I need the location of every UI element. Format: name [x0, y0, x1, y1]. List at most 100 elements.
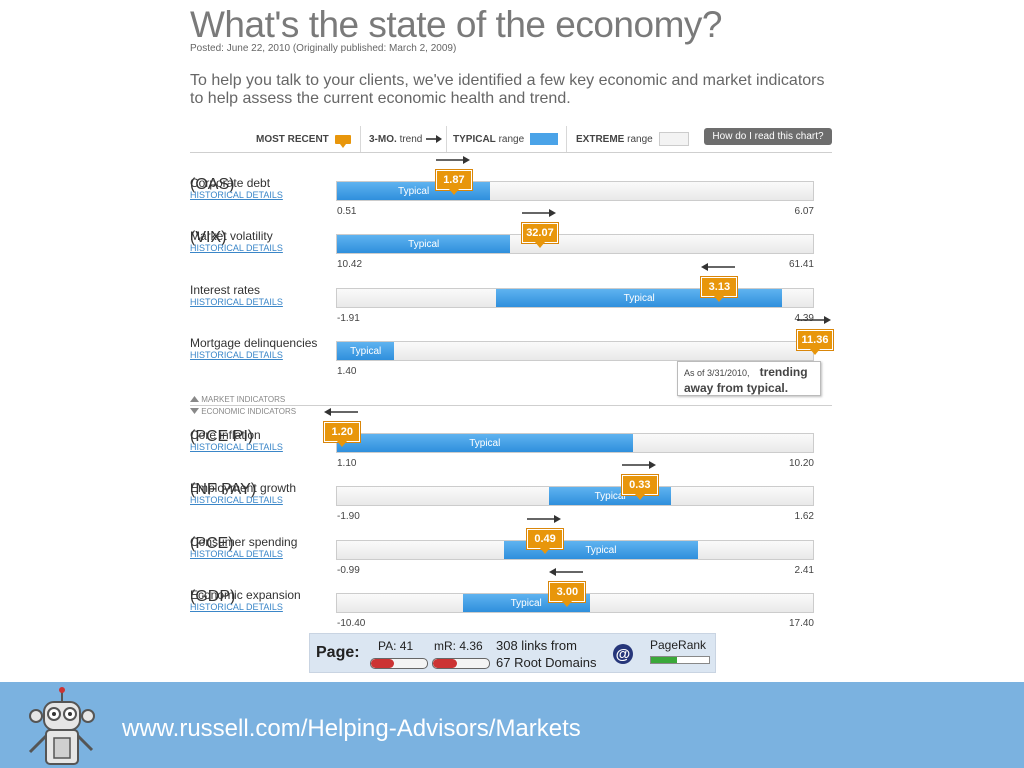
- legend-typical-bold: TYPICAL: [453, 133, 496, 145]
- historical-details-link[interactable]: HISTORICAL DETAILS: [190, 243, 283, 253]
- triangle-down-icon: [190, 408, 199, 414]
- trend-note-callout: As of 3/31/2010, trending away from typi…: [677, 361, 821, 396]
- footer-url[interactable]: www.russell.com/Helping-Advisors/Markets: [122, 715, 581, 742]
- links-line1: 308 links from: [496, 638, 577, 653]
- indicator-name: Core inflation: [190, 428, 261, 442]
- mozrank-value: mR: 4.36: [434, 639, 483, 653]
- indicator-row: Consumer spending (PCE) HISTORICAL DETAILS…: [190, 515, 832, 587]
- legend-trend: 3-MO. trend: [369, 128, 443, 150]
- links-line2: 67 Root Domains: [496, 655, 597, 670]
- range-max-label: 1.62: [794, 511, 814, 522]
- indicator-name: Interest rates: [190, 283, 261, 297]
- most-recent-value-marker[interactable]: 11.36: [797, 330, 833, 355]
- legend-typical: TYPICAL range: [453, 128, 559, 150]
- most-recent-marker-icon: [334, 134, 351, 148]
- most-recent-value-marker[interactable]: 1.87: [435, 170, 472, 195]
- market-indicators-toggle[interactable]: MARKET INDICATORS: [190, 395, 285, 404]
- most-recent-value-marker[interactable]: 0.49: [527, 529, 564, 554]
- economic-indicators-toggle[interactable]: ECONOMIC INDICATORS: [190, 407, 296, 416]
- most-recent-value-marker[interactable]: 1.20: [324, 422, 361, 447]
- indicator-row: Interest rates HISTORICAL DETAILS Typical -…: [190, 263, 832, 335]
- range-max-label: 4.39: [794, 313, 814, 324]
- historical-details-link[interactable]: HISTORICAL DETAILS: [190, 495, 283, 505]
- historical-details-link[interactable]: HISTORICAL DETAILS: [190, 297, 283, 307]
- chart-legend: MOST RECENT 3-MO. trend TYPICAL range EX…: [190, 126, 832, 153]
- arrow-left-icon: [549, 568, 584, 576]
- range-min-label: 1.40: [337, 366, 357, 377]
- range-max-label: 17.40: [788, 618, 814, 629]
- page-title: What's the state of the economy?: [190, 4, 722, 45]
- most-recent-value-marker[interactable]: 3.13: [701, 277, 738, 302]
- arrow-right-icon: [527, 515, 562, 523]
- robot-mascot-icon: [28, 687, 95, 765]
- indicator-name: Corporate debt: [190, 176, 271, 190]
- at-sign-icon[interactable]: @: [613, 644, 633, 664]
- most-recent-value-marker[interactable]: 3.00: [549, 582, 586, 607]
- intro-text: To help you talk to your clients, we've …: [190, 72, 825, 107]
- extreme-range-track: Typical: [336, 341, 814, 361]
- mozrank-meter: [432, 658, 490, 669]
- extreme-swatch: [658, 132, 689, 146]
- extreme-range-track: Typical: [336, 486, 814, 506]
- indicator-row: Mortgage delinquencies HISTORICAL DETAILS…: [190, 316, 833, 388]
- range-max-label: 6.07: [794, 206, 814, 217]
- indicator-abbr: (OAS): [190, 176, 235, 193]
- range-max-label: 10.20: [788, 458, 814, 469]
- page-authority-value: PA: 41: [378, 639, 414, 653]
- page-authority-meter: [370, 658, 428, 669]
- indicator-abbr: (PCE): [190, 535, 234, 552]
- range-min-label: 0.51: [337, 206, 357, 217]
- pagerank-label: PageRank: [650, 638, 707, 652]
- historical-details-link[interactable]: HISTORICAL DETAILS: [190, 602, 283, 612]
- legend-most-recent-label: MOST RECENT: [256, 133, 329, 145]
- range-min-label: -0.99: [337, 565, 360, 576]
- arrow-right-icon: [435, 156, 470, 164]
- typical-range-bar: Typical: [496, 289, 783, 307]
- extreme-range-track: Typical: [336, 234, 814, 254]
- range-min-label: 10.42: [337, 259, 363, 270]
- legend-extreme-bold: EXTREME: [576, 133, 625, 145]
- extreme-range-track: Typical: [336, 433, 814, 453]
- triangle-up-icon: [190, 396, 199, 402]
- most-recent-value-marker[interactable]: 0.33: [621, 475, 658, 500]
- extreme-range-track: Typical: [336, 181, 814, 201]
- historical-details-link[interactable]: HISTORICAL DETAILS: [190, 350, 283, 360]
- arrow-right-icon: [521, 209, 556, 217]
- indicator-name: Mortgage delinquencies: [190, 336, 318, 350]
- arrow-right-icon: [621, 461, 656, 469]
- arrow-right-icon: [797, 316, 831, 324]
- indicator-abbr: (VIX): [190, 229, 227, 246]
- arrow-left-icon: [324, 408, 359, 416]
- indicator-row: Employment growth (NF PAY) HISTORICAL DETA…: [190, 461, 832, 533]
- historical-details-link[interactable]: HISTORICAL DETAILS: [190, 442, 283, 452]
- note-date: As of 3/31/2010,: [684, 368, 750, 378]
- how-to-read-chart-button[interactable]: How do I read this chart?: [704, 128, 832, 145]
- range-min-label: 1.10: [337, 458, 357, 469]
- range-min-label: -1.91: [337, 313, 360, 324]
- indicator-row: Economic expansion (GDP) HISTORICAL DETAIL…: [190, 568, 832, 640]
- legend-trend-bold: 3-MO.: [369, 133, 397, 145]
- indicator-name: Employment growth: [190, 481, 297, 495]
- arrow-left-icon: [701, 263, 736, 271]
- pagerank-meter: [650, 656, 710, 664]
- typical-swatch: [530, 133, 559, 145]
- historical-details-link[interactable]: HISTORICAL DETAILS: [190, 549, 283, 559]
- note-line1: trending: [759, 365, 808, 379]
- typical-range-bar: Typical: [337, 434, 633, 452]
- note-line2: away from typical.: [684, 381, 789, 395]
- indicator-name: Economic expansion: [190, 588, 301, 602]
- links-summary[interactable]: 308 links from 67 Root Domains: [496, 637, 596, 671]
- extreme-range-track: Typical: [336, 540, 814, 560]
- historical-details-link[interactable]: HISTORICAL DETAILS: [190, 190, 283, 200]
- indicator-abbr: (PCE PI): [190, 428, 254, 445]
- mozrank-fill: [433, 659, 458, 668]
- legend-trend-label: trend: [399, 133, 423, 145]
- legend-typical-label: range: [498, 133, 525, 145]
- indicator-name: Market volatility: [190, 229, 273, 243]
- seo-toolbar: Page: PA: 41 mR: 4.36 308 links from 67 …: [309, 633, 716, 673]
- indicator-name: Consumer spending: [190, 535, 298, 549]
- typical-range-bar: Typical: [337, 342, 395, 360]
- most-recent-value-marker[interactable]: 32.07: [521, 223, 558, 248]
- arrow-right-icon: [426, 135, 443, 143]
- indicator-abbr: (NF PAY): [190, 481, 257, 498]
